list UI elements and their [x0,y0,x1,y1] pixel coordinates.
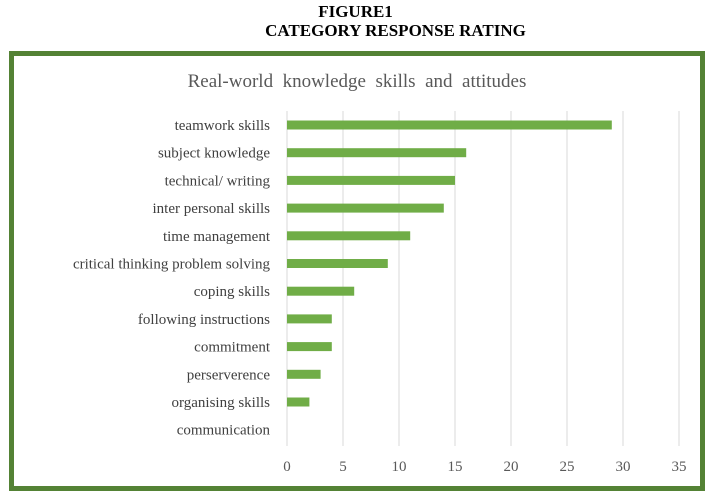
category-label-time-management: time management [163,229,271,245]
category-label-following-instructions: following instructions [138,312,270,328]
x-tick-label-15: 15 [448,459,463,475]
x-tick-label-25: 25 [560,459,575,475]
x-tick-label-5: 5 [339,459,347,475]
bar-critical-thinking-problem-solving [287,259,388,268]
category-label-perserverence: perserverence [187,367,271,383]
x-tick-label-35: 35 [672,459,687,475]
bar-perserverence [287,369,321,379]
category-label-organising-skills: organising skills [172,395,271,411]
x-tick-label-10: 10 [392,459,407,475]
bar-technical-writing [287,175,455,185]
chart-title: Real-world knowledge skills and attitude… [188,71,527,92]
category-label-technical-writing: technical/ writing [165,173,271,189]
bar-organising-skills [287,397,310,407]
category-label-critical-thinking-problem-solving: critical thinking problem solving [73,257,271,273]
bar-subject-knowledge [287,148,467,158]
figure-number: FIGURE1 [318,2,393,21]
x-tick-label-20: 20 [504,459,519,475]
bar-coping-skills [287,286,355,296]
category-label-commitment: commitment [194,340,271,356]
figure-caption: CATEGORY RESPONSE RATING [265,21,526,40]
category-label-communication: communication [177,423,271,439]
category-label-teamwork-skills: teamwork skills [175,118,271,134]
x-tick-label-0: 0 [283,459,291,475]
category-label-inter-personal-skills: inter personal skills [153,201,271,217]
bar-commitment [287,342,332,352]
bar-following-instructions [287,314,332,324]
figure-heading: FIGURE1 CATEGORY RESPONSE RATING [0,2,711,40]
x-tick-label-30: 30 [616,459,631,475]
category-label-subject-knowledge: subject knowledge [158,146,270,162]
category-label-coping-skills: coping skills [194,284,270,300]
bar-teamwork-skills [287,120,612,130]
bar-time-management [287,231,411,241]
bar-inter-personal-skills [287,203,444,213]
